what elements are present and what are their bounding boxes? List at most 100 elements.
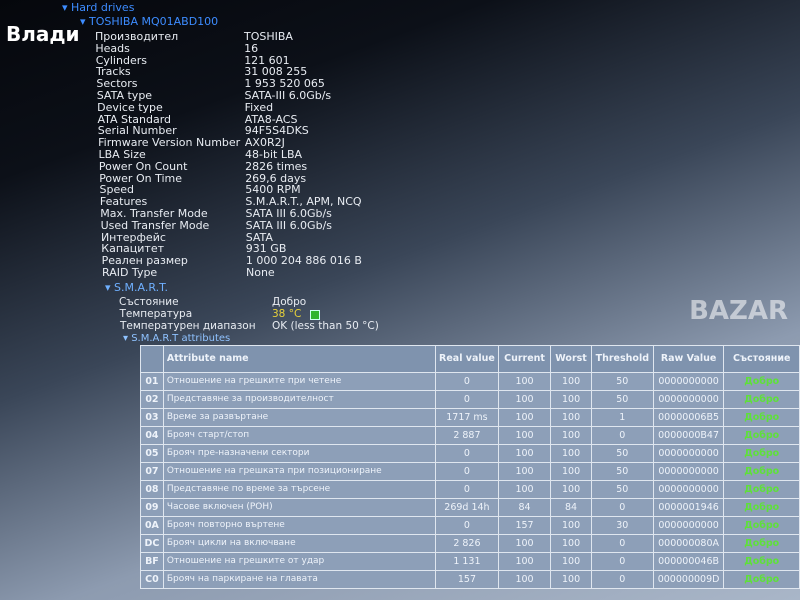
threshold-cell: 50 (590, 480, 654, 499)
table-row[interactable]: 04 Брояч старт/стоп 2 887 100 100 0 0000000B47… (140, 426, 800, 445)
table-row[interactable]: 09 Часове включен (POH) 269d 14h 84 84 0 00000… (140, 498, 800, 517)
property-value: 2826 times (245, 159, 308, 173)
threshold-cell: 50 (590, 372, 654, 391)
smart-value: Добро (272, 296, 307, 308)
threshold-cell: 0 (590, 570, 654, 589)
real-value-cell: 0 (435, 516, 499, 535)
property-label: ATA Standard (97, 112, 172, 126)
attr-name-cell: Време за развъртане (162, 408, 437, 427)
current-cell: 100 (497, 462, 552, 481)
property-value: 16 (244, 41, 259, 55)
table-row[interactable]: 05 Брояч пре-назначени сектори 0 100 100 50 00… (140, 444, 800, 463)
tree-drive[interactable]: ▾ TOSHIBA MQ01ABD100 (80, 15, 219, 28)
status-cell: Добро (723, 408, 800, 427)
status-cell: Добро (723, 570, 800, 589)
table-row[interactable]: 07 Отношение на грешката при позициониран… (140, 462, 800, 481)
status-cell: Добро (723, 426, 800, 445)
threshold-cell: 50 (590, 462, 654, 481)
attr-id-cell: 0A (140, 516, 164, 535)
table-row[interactable]: DC Брояч цикли на включване 2 826 100 100 0 00… (140, 534, 800, 553)
column-header: Threshold (590, 345, 654, 373)
property-value: 31 008 255 (244, 65, 308, 79)
property-label: Капацитет (101, 242, 164, 256)
table-row[interactable]: 08 Представяне по време за търсене 0 100 100… (140, 480, 800, 499)
threshold-cell: 0 (590, 534, 654, 553)
property-label: RAID Type (102, 266, 158, 279)
column-header: Attribute name (162, 345, 437, 373)
current-cell: 100 (497, 372, 552, 391)
property-value: ATA8-ACS (244, 112, 298, 126)
attr-name-cell: Брояч старт/стоп (162, 426, 437, 445)
status-cell: Добро (723, 390, 800, 409)
column-header: Worst (550, 345, 592, 373)
attr-name-cell: Брояч на паркиране на главата (162, 570, 437, 589)
watermark: Влади (6, 22, 80, 46)
status-cell: Добро (723, 516, 800, 535)
property-label: Max. Transfer Mode (100, 207, 208, 220)
property-label: Power On Time (99, 171, 182, 185)
real-value-cell: 2 826 (435, 534, 499, 553)
tree-smart-attributes[interactable]: ▾ S.M.A.R.T attributes (123, 333, 231, 344)
smart-attributes-table: Attribute name Real value Current Worst Thre… (140, 345, 800, 589)
property-value: 5400 RPM (245, 183, 301, 197)
table-row[interactable]: 0A Брояч повторно въртене 0 157 100 30 0000000… (140, 516, 800, 535)
smart-value: OK (less than 50 °C) (272, 320, 379, 332)
status-cell: Добро (723, 444, 800, 463)
property-label: Интерфейс (100, 230, 166, 244)
property-label: Serial Number (97, 124, 177, 138)
attr-name-cell: Отношение на грешките при четене (162, 372, 437, 391)
status-cell: Добро (723, 480, 800, 499)
tree-label: S.M.A.R.T. (114, 281, 168, 294)
property-value: SATA III 6.0Gb/s (245, 207, 332, 220)
property-label: Tracks (96, 65, 131, 79)
status-cell: Добро (723, 534, 800, 553)
raw-value-cell: 0000000000 (652, 462, 725, 481)
tree-label: S.M.A.R.T attributes (131, 333, 231, 344)
attr-name-cell: Представяне за производителност (162, 390, 437, 409)
status-cell: Добро (723, 498, 800, 517)
column-header: Raw Value (652, 345, 725, 373)
property-label: Производител (95, 30, 179, 43)
threshold-cell: 50 (590, 444, 654, 463)
smart-label: Температурен диапазон (120, 320, 256, 332)
current-cell: 100 (497, 570, 552, 589)
table-row[interactable]: 01 Отношение на грешките при четене 0 100 10… (140, 372, 800, 391)
table-row[interactable]: 03 Време за развъртане 1717 ms 100 100 1 00000… (140, 408, 800, 427)
column-header: Състояние (723, 345, 800, 373)
attr-id-cell: BF (140, 552, 164, 571)
raw-value-cell: 0000000000 (652, 480, 725, 499)
table-row[interactable]: C0 Брояч на паркиране на главата 157 100 100… (140, 570, 800, 589)
raw-value-cell: 000000080A (652, 534, 725, 553)
tree-smart[interactable]: ▾ S.M.A.R.T. (105, 281, 168, 294)
current-cell: 100 (497, 444, 552, 463)
attr-id-cell: 07 (140, 462, 164, 481)
table-row[interactable]: BF Отношение на грешките от удар 1 131 100 1… (140, 552, 800, 571)
property-label: Features (99, 195, 148, 209)
raw-value-cell: 0000000000 (652, 390, 725, 409)
worst-cell: 100 (550, 426, 592, 445)
tree-label: Hard drives (71, 1, 135, 14)
attr-id-cell: 08 (140, 480, 164, 499)
attr-id-cell: 01 (140, 372, 164, 391)
property-label: Device type (97, 100, 163, 114)
raw-value-cell: 00000006B5 (652, 408, 725, 427)
property-label: Speed (99, 183, 135, 197)
current-cell: 100 (497, 390, 552, 409)
attr-id-cell: 03 (140, 408, 164, 427)
worst-cell: 100 (550, 552, 592, 571)
tree-hard-drives[interactable]: ▾ Hard drives (62, 1, 135, 14)
current-cell: 100 (497, 480, 552, 499)
threshold-cell: 50 (590, 390, 654, 409)
property-value: Fixed (244, 100, 274, 114)
property-value: 269,6 days (245, 171, 307, 185)
current-cell: 100 (497, 534, 552, 553)
property-label: Used Transfer Mode (100, 218, 210, 232)
real-value-cell: 0 (435, 444, 499, 463)
current-cell: 157 (497, 516, 552, 535)
table-row[interactable]: 02 Представяне за производителност 0 100 100… (140, 390, 800, 409)
real-value-cell: 1 131 (435, 552, 499, 571)
real-value-cell: 0 (435, 372, 499, 391)
current-cell: 100 (497, 426, 552, 445)
attr-id-cell: DC (140, 534, 164, 553)
raw-value-cell: 0000000000 (652, 444, 725, 463)
